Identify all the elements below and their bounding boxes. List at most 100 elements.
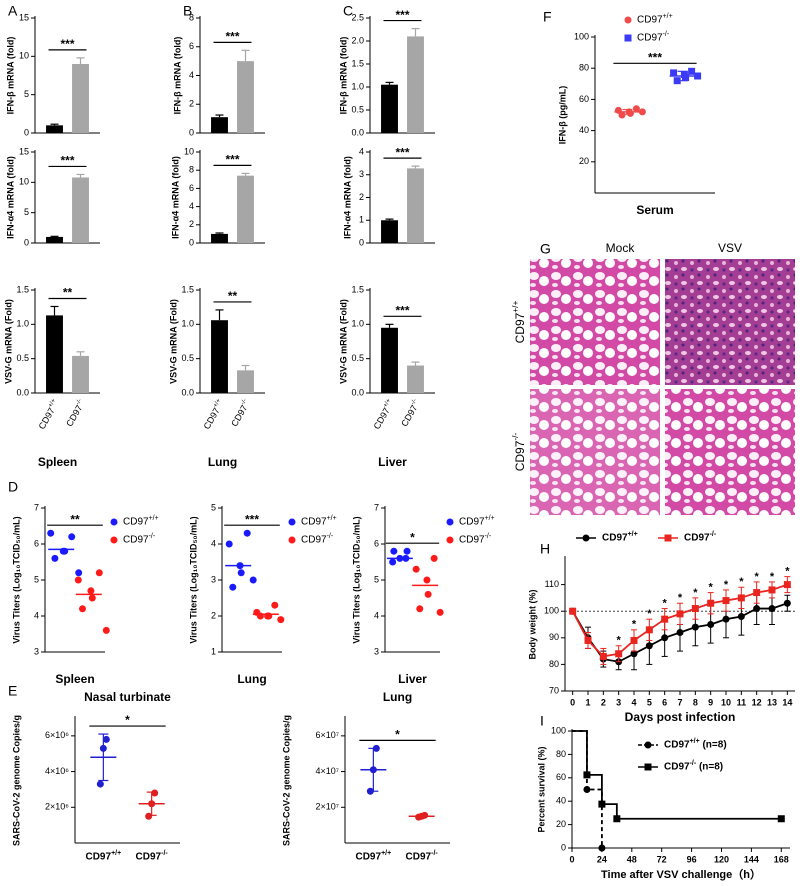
significance-label: * <box>785 566 790 578</box>
x-axis-label: Spleen <box>55 672 94 686</box>
x-tick-label: 72 <box>657 854 667 864</box>
x-tick-label: CD97-/- <box>63 398 87 429</box>
data-point <box>737 613 745 621</box>
x-tick-label: CD97-/- <box>228 398 252 429</box>
y-axis-label: Body weight (%) <box>527 590 537 660</box>
legend-label: CD97+/+ (n=8) <box>664 738 727 750</box>
chart-title: Nasal turbinate <box>84 690 171 704</box>
legend-label: CD97-/- (n=8) <box>664 760 723 772</box>
data-point <box>249 576 257 584</box>
legend-marker <box>288 518 296 526</box>
data-point <box>615 650 623 658</box>
y-tick-label: 100 <box>551 725 566 735</box>
x-axis-label: Serum <box>636 203 673 217</box>
data-point <box>753 589 761 597</box>
significance-label: ** <box>228 289 238 303</box>
significance-label: *** <box>245 512 259 526</box>
x-tick-label: 2 <box>601 697 606 707</box>
panel-label: I <box>540 713 544 729</box>
legend-label: CD97-/- <box>459 533 492 545</box>
y-axis-label: VSV-G mRNA (Fold) <box>168 299 178 384</box>
x-tick-label: CD97-/- <box>398 398 422 429</box>
data-point <box>151 789 159 797</box>
y-tick-label: 40 <box>556 796 566 806</box>
y-axis-label: IFN-β mRNA (fold) <box>5 37 15 115</box>
y-tick-label: 80 <box>579 63 589 73</box>
y-tick-label: 0 <box>359 237 364 247</box>
data-point <box>598 800 606 808</box>
data-point <box>583 786 591 793</box>
legend-marker <box>624 16 632 24</box>
data-point <box>661 634 669 642</box>
data-point <box>403 547 411 555</box>
data-point <box>74 576 82 584</box>
y-tick-label: 0.0 <box>351 387 364 397</box>
data-point <box>430 554 438 562</box>
data-point <box>661 615 669 623</box>
data-point <box>613 815 621 823</box>
histology-image <box>530 259 660 385</box>
x-tick-label: 3 <box>616 697 621 707</box>
y-tick-label: 10 <box>184 146 194 156</box>
y-tick-label: 1.0 <box>181 319 194 329</box>
significance-label: * <box>739 576 744 588</box>
y-tick-label: 4 <box>189 70 194 80</box>
y-axis-label: IFN-β (pg/mL) <box>557 86 567 144</box>
y-axis-label: IFN-β mRNA (fold) <box>338 37 348 115</box>
data-point <box>47 529 55 537</box>
y-tick-label: 2×10⁶ <box>45 802 69 812</box>
significance-label: * <box>678 592 683 604</box>
legend-label: CD97-/- <box>637 31 670 43</box>
y-tick-label: 1.5 <box>351 284 364 294</box>
data-point <box>51 554 59 562</box>
significance-label: ** <box>70 512 80 526</box>
legend-marker <box>644 763 652 771</box>
data-point <box>673 77 681 85</box>
data-point <box>390 547 398 555</box>
x-axis-label: Spleen <box>38 455 77 469</box>
x-tick-label: 13 <box>767 697 777 707</box>
y-axis-label: IFN-α4 mRNA (fold) <box>170 156 180 239</box>
y-tick-label: 3 <box>374 646 379 656</box>
y-tick-label: 1.5 <box>181 284 194 294</box>
panel-label: H <box>540 541 550 557</box>
y-tick-label: 7 <box>34 502 39 512</box>
panel-label: A <box>8 3 18 19</box>
x-tick-label: CD97+/+ <box>355 850 391 862</box>
y-tick-label: 1.5 <box>16 284 29 294</box>
data-point <box>783 599 791 607</box>
y-tick-label: 0.5 <box>181 353 194 363</box>
y-tick-label: 6 <box>189 183 194 193</box>
y-tick-label: 40 <box>579 125 589 135</box>
significance-label: * <box>770 571 775 583</box>
data-point <box>229 583 237 591</box>
y-tick-label: 2 <box>211 610 216 620</box>
significance-label: * <box>395 728 400 742</box>
bar <box>211 117 228 133</box>
data-point <box>694 72 702 80</box>
legend-label: CD97-/- <box>301 533 334 545</box>
y-tick-label: 110 <box>545 579 559 589</box>
data-point <box>722 615 730 623</box>
y-tick-label: 5 <box>374 574 379 584</box>
y-tick-label: 15 <box>19 12 29 22</box>
panel-label: D <box>8 479 18 495</box>
legend-marker <box>644 741 652 749</box>
y-tick-label: 6 <box>189 41 194 51</box>
y-tick-label: 80 <box>556 749 566 759</box>
data-point <box>271 601 279 609</box>
data-point <box>722 597 730 605</box>
legend-label: CD97-/- <box>123 533 156 545</box>
data-point <box>691 623 699 631</box>
data-point <box>632 105 640 113</box>
legend-label: CD97+/+ <box>123 515 159 527</box>
y-tick-label: 10 <box>19 51 29 61</box>
y-tick-label: 4×10⁶ <box>45 766 69 776</box>
y-tick-label: 1.0 <box>351 319 364 329</box>
y-tick-label: 0 <box>189 127 194 137</box>
x-tick-label: 6 <box>662 697 667 707</box>
significance-label: *** <box>60 154 74 168</box>
x-tick-label: 12 <box>752 697 762 707</box>
y-tick-label: 60 <box>579 94 589 104</box>
panel-label: G <box>540 241 551 257</box>
